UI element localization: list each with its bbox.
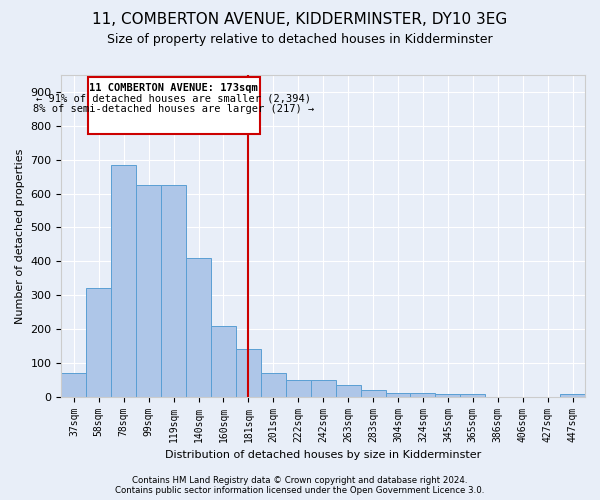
- Bar: [161, 185, 186, 396]
- X-axis label: Distribution of detached houses by size in Kidderminster: Distribution of detached houses by size …: [165, 450, 481, 460]
- Bar: [286, 380, 311, 396]
- FancyBboxPatch shape: [88, 76, 260, 134]
- Text: Size of property relative to detached houses in Kidderminster: Size of property relative to detached ho…: [107, 32, 493, 46]
- Bar: [86, 288, 111, 397]
- Bar: [361, 390, 386, 396]
- Bar: [111, 164, 136, 396]
- Text: ← 91% of detached houses are smaller (2,394): ← 91% of detached houses are smaller (2,…: [36, 94, 311, 104]
- Bar: [410, 394, 436, 396]
- Bar: [186, 258, 211, 396]
- Text: 8% of semi-detached houses are larger (217) →: 8% of semi-detached houses are larger (2…: [33, 104, 314, 115]
- Bar: [311, 380, 335, 396]
- Bar: [136, 185, 161, 396]
- Bar: [211, 326, 236, 396]
- Y-axis label: Number of detached properties: Number of detached properties: [15, 148, 25, 324]
- Text: 11, COMBERTON AVENUE, KIDDERMINSTER, DY10 3EG: 11, COMBERTON AVENUE, KIDDERMINSTER, DY1…: [92, 12, 508, 28]
- Text: Contains public sector information licensed under the Open Government Licence 3.: Contains public sector information licen…: [115, 486, 485, 495]
- Text: Contains HM Land Registry data © Crown copyright and database right 2024.: Contains HM Land Registry data © Crown c…: [132, 476, 468, 485]
- Bar: [335, 385, 361, 396]
- Bar: [560, 394, 585, 396]
- Bar: [261, 373, 286, 396]
- Text: 11 COMBERTON AVENUE: 173sqm: 11 COMBERTON AVENUE: 173sqm: [89, 83, 258, 93]
- Bar: [460, 394, 485, 396]
- Bar: [236, 350, 261, 397]
- Bar: [61, 373, 86, 396]
- Bar: [386, 392, 410, 396]
- Bar: [436, 394, 460, 396]
